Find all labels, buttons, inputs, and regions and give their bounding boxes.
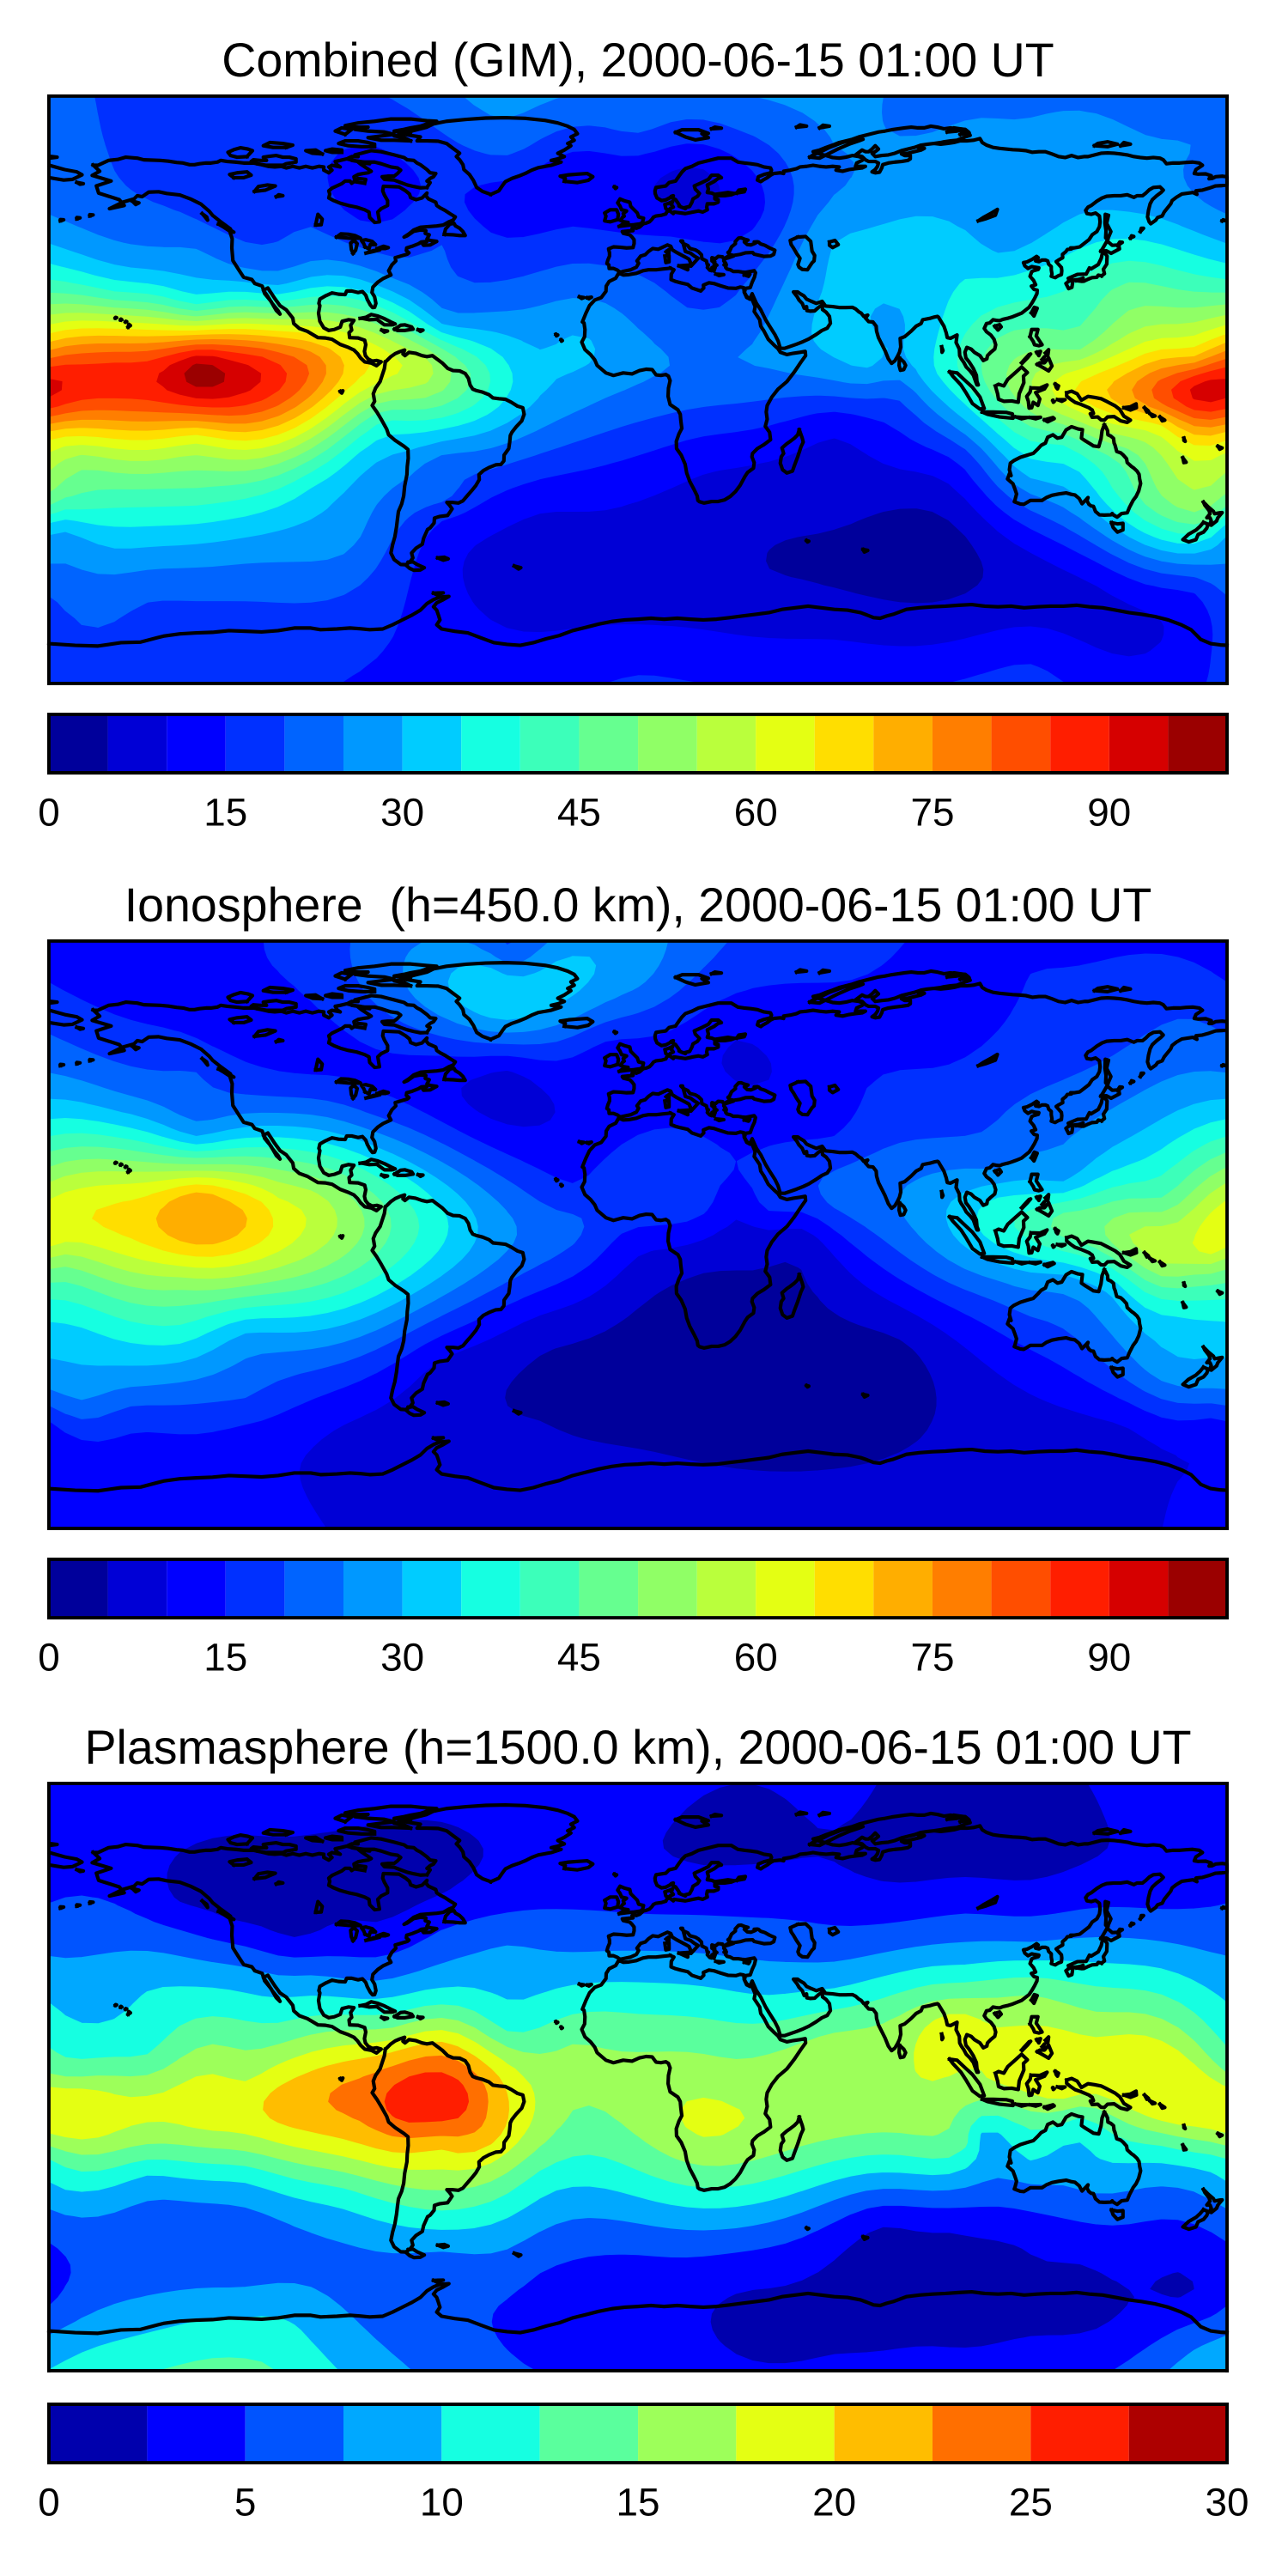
- svg-text:30: 30: [380, 791, 424, 835]
- svg-text:15: 15: [617, 2481, 660, 2524]
- svg-text:20: 20: [812, 2481, 856, 2524]
- svg-text:45: 45: [557, 791, 601, 835]
- svg-text:0: 0: [38, 1636, 60, 1680]
- svg-text:15: 15: [204, 1636, 247, 1680]
- svg-text:Combined (GIM), 2000-06-15 01:: Combined (GIM), 2000-06-15 01:00 UT: [222, 33, 1054, 87]
- svg-text:0: 0: [38, 2481, 60, 2524]
- svg-text:Ionosphere (h=450.0 km), 2000: Ionosphere (h=450.0 km), 2000-06-15 01:0…: [125, 878, 1152, 932]
- svg-text:90: 90: [1087, 1636, 1131, 1680]
- svg-text:60: 60: [734, 791, 778, 835]
- svg-text:10: 10: [420, 2481, 464, 2524]
- svg-text:60: 60: [734, 1636, 778, 1680]
- svg-text:30: 30: [1206, 2481, 1249, 2524]
- svg-text:25: 25: [1009, 2481, 1053, 2524]
- svg-text:Plasmasphere (h=1500.0 km), 20: Plasmasphere (h=1500.0 km), 2000-06-15 0…: [84, 1721, 1191, 1774]
- svg-text:5: 5: [234, 2481, 257, 2524]
- svg-text:0: 0: [38, 791, 60, 835]
- svg-text:75: 75: [911, 1636, 955, 1680]
- svg-text:30: 30: [380, 1636, 424, 1680]
- svg-text:15: 15: [204, 791, 247, 835]
- svg-text:45: 45: [557, 1636, 601, 1680]
- svg-text:75: 75: [911, 791, 955, 835]
- svg-text:90: 90: [1087, 791, 1131, 835]
